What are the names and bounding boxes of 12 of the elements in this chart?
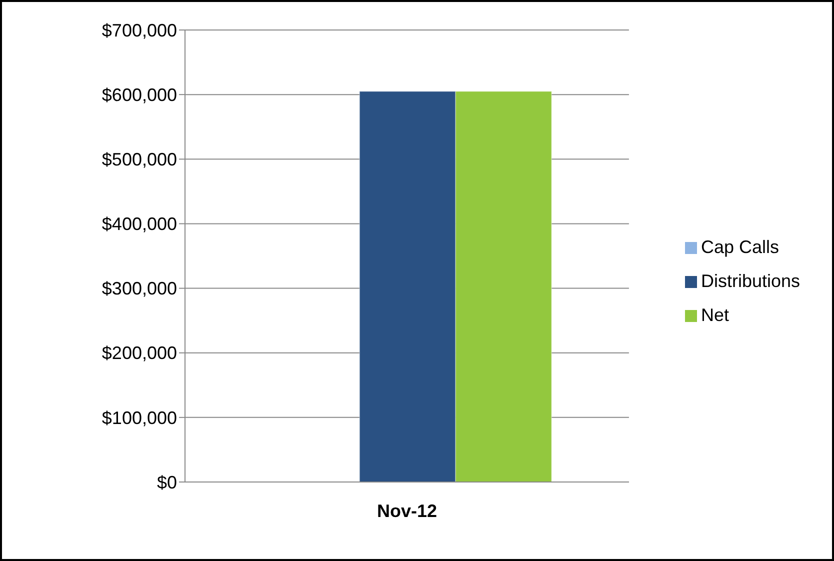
y-tick-label: $600,000	[102, 84, 177, 105]
y-tick-label: $500,000	[102, 150, 177, 170]
y-tick-label: $200,000	[102, 343, 177, 364]
legend-label: Cap Calls	[700, 236, 779, 256]
y-tick-label: $100,000	[102, 408, 177, 428]
y-tick-label: $0	[156, 472, 177, 492]
x-tick-label: Nov-12	[376, 500, 437, 521]
y-tick-label: $300,000	[102, 278, 177, 299]
y-tick-label: $400,000	[102, 214, 177, 234]
legend-label: Net	[700, 304, 729, 324]
y-tick-label: $700,000	[102, 20, 177, 40]
legend-label: Distributions	[700, 270, 800, 290]
